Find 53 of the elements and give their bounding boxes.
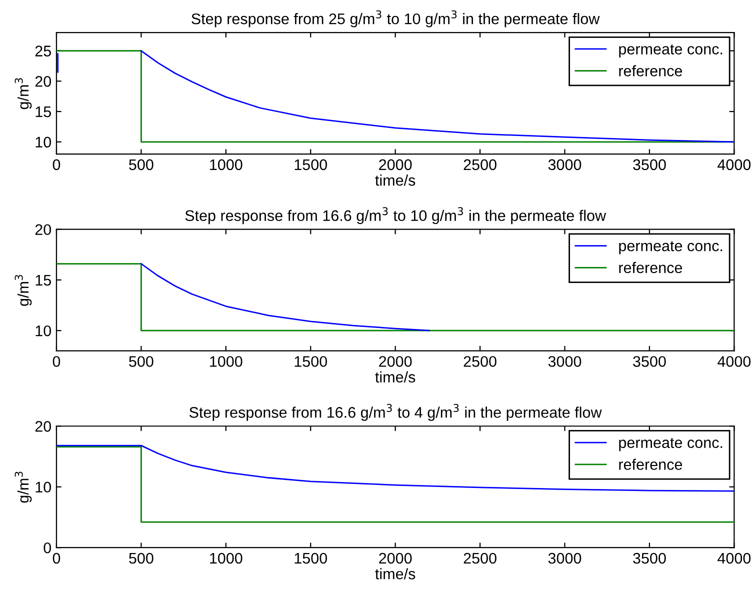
x-tick-label: 500 [129,356,154,367]
x-tick-label: 1500 [294,552,328,564]
x-tick-label: 1000 [210,356,242,367]
x-tick-label: 3000 [548,552,582,564]
x-tick-label: 2500 [464,552,496,564]
legend-label: reference [619,65,682,76]
x-tick-label: 3000 [548,356,582,367]
legend-label: permeate conc. [619,44,722,58]
y-axis-title: g/m$^{3}$ [14,472,32,503]
line-series [140,263,430,332]
y-tick-label: 20 [35,76,52,87]
x-tick-label: 3500 [633,356,666,367]
x-tick-label: 2000 [379,159,412,170]
x-tick-label: 2500 [464,159,496,170]
x-tick-label: 3500 [633,552,666,564]
chart-title: Step response from 16.6 g/m$^{3}$ to 10 g/m$^{3}$ in the permeate flow [185,207,606,224]
x-tick-label: 1000 [210,552,242,564]
x-tick-label: 0 [52,159,60,170]
x-tick-label: 2500 [464,356,496,367]
x-tick-label: 4000 [718,159,751,170]
legend-label: permeate conc. [619,438,722,452]
y-tick-label: 25 [35,46,51,56]
x-axis-title: time/s [375,174,416,186]
x-tick-label: 3500 [633,159,666,170]
y-tick-label: 10 [36,136,52,148]
chart-title: Step response from 16.6 g/m$^{3}$ to 4 g/m$^{3}$ in the permeate flow [189,404,602,421]
y-tick-label: 15 [36,106,51,118]
x-tick-label: 1500 [294,356,328,367]
y-axis-title: g/m$^{3}$ [14,78,32,110]
y-tick-label: 10 [36,482,52,493]
x-tick-label: 1000 [210,159,242,170]
x-tick-label: 4000 [718,356,751,367]
x-tick-label: 0 [52,552,60,564]
x-tick-label: 3000 [548,159,582,170]
chart-title: Step response from 25 g/m$^{3}$ to 10 g/m$^{3}$ in the permeate flow [192,10,600,28]
x-tick-label: 500 [129,552,154,564]
y-tick-label: 15 [36,274,51,286]
legend-label: reference [619,458,682,470]
y-tick-label: 10 [36,325,52,336]
y-tick-label: 20 [35,224,52,236]
x-tick-label: 500 [129,159,154,170]
legend-label: permeate conc. [619,241,722,254]
y-axis-title: g/m$^{3}$ [14,274,32,306]
x-tick-label: 4000 [718,552,751,564]
legend-label: reference [619,262,682,274]
x-axis-title: time/s [375,568,416,580]
x-tick-label: 0 [52,356,60,367]
y-tick-label: 20 [35,420,52,432]
x-tick-label: 2000 [379,356,412,367]
x-tick-label: 1500 [294,159,328,170]
x-axis-title: time/s [375,371,416,383]
x-tick-label: 2000 [379,552,412,564]
y-tick-label: 0 [44,542,52,554]
